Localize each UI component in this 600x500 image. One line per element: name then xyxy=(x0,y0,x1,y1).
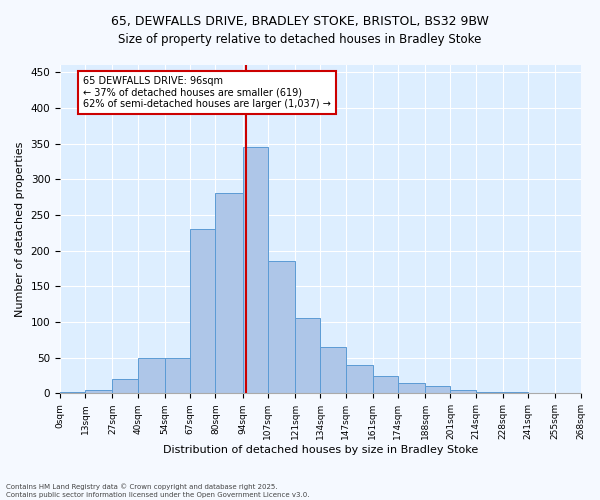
Bar xyxy=(295,318,320,394)
Bar xyxy=(268,262,295,394)
Bar xyxy=(190,229,215,394)
Bar xyxy=(503,392,528,394)
Bar xyxy=(320,347,346,394)
Bar xyxy=(346,365,373,394)
Text: 65 DEWFALLS DRIVE: 96sqm
← 37% of detached houses are smaller (619)
62% of semi-: 65 DEWFALLS DRIVE: 96sqm ← 37% of detach… xyxy=(83,76,331,109)
Bar xyxy=(425,386,451,394)
Bar xyxy=(242,147,268,394)
Bar xyxy=(528,392,555,394)
Bar xyxy=(112,379,138,394)
Bar xyxy=(451,390,476,394)
Bar xyxy=(60,392,85,394)
Bar xyxy=(85,390,112,394)
Text: Size of property relative to detached houses in Bradley Stoke: Size of property relative to detached ho… xyxy=(118,32,482,46)
X-axis label: Distribution of detached houses by size in Bradley Stoke: Distribution of detached houses by size … xyxy=(163,445,478,455)
Y-axis label: Number of detached properties: Number of detached properties xyxy=(15,142,25,317)
Bar xyxy=(398,382,425,394)
Bar xyxy=(476,392,503,394)
Text: 65, DEWFALLS DRIVE, BRADLEY STOKE, BRISTOL, BS32 9BW: 65, DEWFALLS DRIVE, BRADLEY STOKE, BRIST… xyxy=(111,15,489,28)
Bar xyxy=(373,376,398,394)
Bar xyxy=(165,358,190,394)
Bar xyxy=(215,194,242,394)
Text: Contains HM Land Registry data © Crown copyright and database right 2025.
Contai: Contains HM Land Registry data © Crown c… xyxy=(6,484,310,498)
Bar xyxy=(138,358,165,394)
